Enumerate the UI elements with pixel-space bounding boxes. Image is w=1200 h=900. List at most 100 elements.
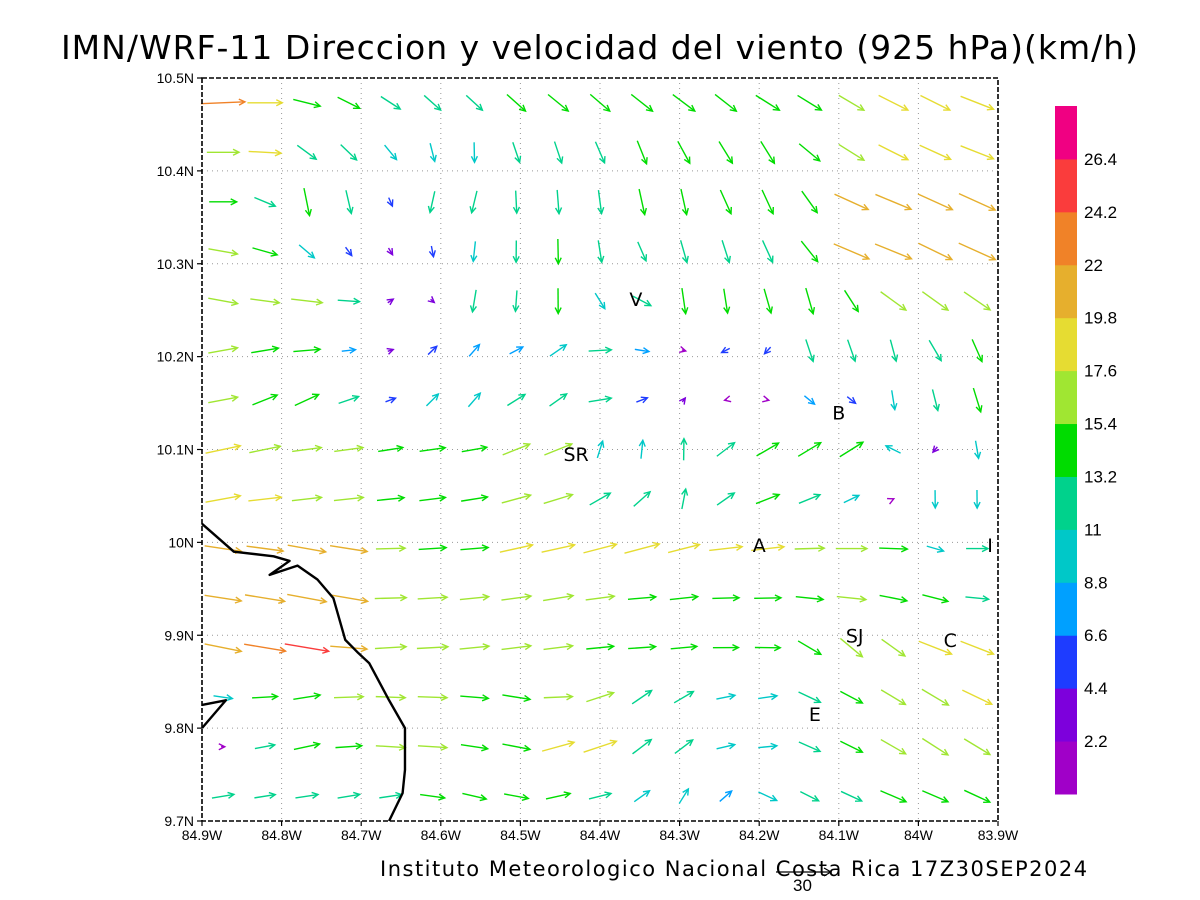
lon-tick-label: 84.3W (659, 827, 700, 843)
wind-vector (874, 243, 913, 260)
wind-vector (205, 493, 242, 503)
wind-vector (251, 345, 280, 354)
wind-vector (880, 790, 908, 803)
wind-vector (840, 790, 864, 802)
wind-vector (512, 240, 520, 264)
wind-vector (218, 743, 227, 751)
wind-vector (681, 288, 689, 316)
lat-tick-label: 9.9N (164, 627, 194, 643)
wind-vector (501, 593, 533, 601)
wind-vector (754, 644, 782, 652)
wind-vector (287, 544, 328, 555)
wind-vector (427, 345, 438, 356)
wind-vector (427, 191, 436, 214)
wind-vector (962, 689, 994, 706)
wind-vector (880, 689, 907, 706)
lon-tick-label: 84.6W (421, 827, 462, 843)
wind-vector (549, 343, 568, 357)
lon-tick-label: 84.7W (341, 827, 382, 843)
wind-vector (544, 442, 574, 456)
wind-vector (718, 141, 734, 165)
wind-vector (341, 346, 358, 354)
wind-vector (461, 444, 489, 453)
wind-vector (756, 442, 780, 457)
wind-vector (677, 141, 691, 165)
wind-vector (921, 737, 950, 756)
place-label: C (944, 630, 957, 652)
wind-vector (417, 593, 449, 602)
wind-vector (887, 497, 896, 505)
wind-vector (632, 738, 653, 755)
wind-vector (208, 297, 240, 307)
wind-vector (469, 190, 478, 215)
lat-tick-label: 9.8N (164, 720, 194, 736)
wind-vector (881, 638, 907, 657)
colorbar: 2.2 4.4 6.6 8.8 11 13.2 15.4 17.6 19.8 22 24.2 26.4 (1055, 106, 1117, 795)
colorbar-swatch (1055, 635, 1077, 689)
wind-vector (673, 690, 695, 704)
wind-vector (631, 689, 653, 705)
wind-vector (588, 791, 613, 800)
wind-vector (596, 439, 605, 459)
wind-vector (465, 94, 484, 112)
wind-vector (512, 290, 520, 313)
place-label: SR (563, 444, 588, 466)
wind-vector (712, 643, 741, 652)
wind-vector (501, 642, 533, 651)
wind-vector (252, 693, 280, 701)
wind-vector (716, 441, 736, 457)
wind-vector (843, 289, 860, 313)
wind-vector (208, 345, 240, 354)
wind-vectors (200, 93, 997, 804)
wind-vector (972, 387, 983, 414)
wind-vector (386, 298, 395, 306)
wind-vector (293, 741, 322, 751)
wind-vector (963, 738, 992, 756)
wind-vector (630, 93, 654, 113)
wind-vector (674, 738, 694, 755)
wind-vector (460, 694, 490, 702)
colorbar-swatch (1055, 529, 1077, 583)
wind-vector (554, 288, 562, 316)
wind-vector (417, 693, 449, 702)
wind-vector (588, 395, 613, 403)
wind-vector (918, 242, 954, 261)
colorbar-swatch (1055, 106, 1077, 160)
wind-vector (292, 444, 323, 453)
wind-vector (833, 243, 871, 260)
wind-vector (385, 396, 398, 404)
wind-vector (459, 643, 491, 651)
wind-vector (335, 742, 364, 750)
wind-vector (374, 643, 408, 651)
wind-vector (719, 790, 733, 802)
wind-vector (721, 240, 731, 264)
colorbar-label: 24.2 (1084, 203, 1117, 222)
wind-vector (634, 347, 651, 355)
wind-vector (843, 494, 861, 504)
wind-vector (334, 693, 365, 701)
axis-ticks: 84.9W 84.8W 84.7W 84.6W 84.5W 84.4W 84.3W 84.2W… (157, 70, 1019, 843)
wind-vector (798, 143, 821, 162)
lon-tick-label: 84.2W (739, 827, 780, 843)
wind-vector (254, 742, 277, 750)
wind-vector (597, 240, 605, 264)
wind-vector (758, 693, 779, 701)
wind-vector (636, 396, 649, 404)
wind-vector (386, 347, 395, 355)
wind-vector (459, 593, 491, 601)
wind-vector (554, 238, 562, 266)
wind-vector (329, 544, 369, 555)
wind-vector (588, 346, 613, 354)
wind-vector (960, 145, 995, 161)
wind-vector (211, 791, 236, 799)
wind-vector (624, 541, 661, 554)
wind-vector (583, 542, 619, 554)
wind-vector (761, 240, 774, 264)
wind-vector (213, 694, 234, 702)
wind-vector (501, 493, 533, 504)
wind-vector (880, 738, 908, 755)
wind-vector (502, 743, 532, 752)
lat-tick-label: 10N (168, 534, 194, 550)
wind-vector (418, 544, 448, 552)
wind-vector (926, 545, 946, 553)
